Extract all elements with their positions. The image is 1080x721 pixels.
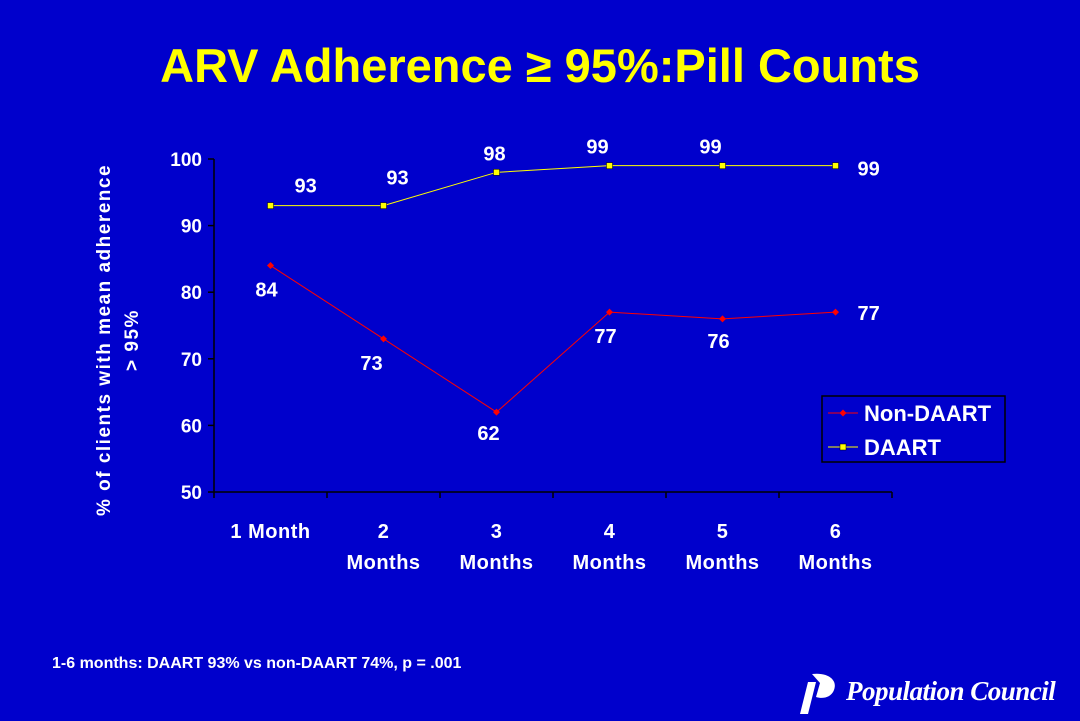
- legend-label: Non-DAART: [864, 401, 992, 426]
- logo-mark-icon: [800, 673, 835, 714]
- series-line-non-daart: [270, 265, 836, 413]
- legend-swatch-marker: [839, 443, 847, 451]
- x-tick-label: 2: [378, 521, 390, 543]
- data-label: 98: [483, 143, 505, 165]
- data-point: [606, 308, 613, 316]
- y-tick-label: 70: [181, 350, 202, 371]
- y-axis-title-line: % of clients with mean adherence: [94, 164, 115, 516]
- data-label: 93: [386, 168, 408, 190]
- population-council-logo: Population Council: [798, 670, 1056, 716]
- x-tick-label: 4: [604, 521, 616, 543]
- data-label: 99: [586, 137, 608, 159]
- footnote: 1-6 months: DAART 93% vs non-DAART 74%, …: [52, 655, 462, 672]
- line-chart: 50 60 70 80 90 100 1 Month 2 Months 3 Months 4 Month…: [94, 137, 1006, 574]
- x-tick-label: Months: [685, 552, 759, 574]
- data-point: [493, 169, 500, 176]
- legend: Non-DAART DAART: [821, 395, 1006, 463]
- axes: 50 60 70 80 90 100 1 Month 2 Months 3 Months 4 Month…: [170, 150, 893, 574]
- y-axis-label: % of clients with mean adherence > 95%: [94, 164, 143, 516]
- y-tick-label: 90: [181, 217, 202, 238]
- y-tick-label: 50: [181, 483, 202, 504]
- data-label: 99: [858, 159, 880, 181]
- data-label: 77: [858, 303, 880, 325]
- data-point: [832, 308, 839, 316]
- data-label: 73: [360, 353, 382, 375]
- data-point: [606, 162, 613, 169]
- y-tick-label: 60: [181, 416, 202, 437]
- data-point: [719, 162, 726, 169]
- y-tick-label: 100: [170, 150, 202, 171]
- legend-label: DAART: [864, 435, 942, 460]
- data-label: 76: [707, 331, 729, 353]
- y-axis-title: % of clients with mean adherence > 95%: [94, 164, 143, 516]
- series-lines: 84 73 62 77 76 77 93 93 98 99 99 99: [255, 137, 879, 445]
- data-point: [493, 408, 500, 416]
- x-tick-label: Months: [798, 552, 872, 574]
- data-point: [267, 202, 274, 209]
- x-tick-label: Months: [572, 552, 646, 574]
- logo-text: Population Council: [846, 676, 1056, 706]
- data-point: [267, 262, 274, 270]
- slide-title: ARV Adherence ≥ 95%:Pill Counts: [160, 39, 920, 92]
- data-point: [380, 335, 387, 343]
- x-tick-label: 3: [491, 521, 503, 543]
- legend-swatch-marker: [839, 409, 847, 417]
- data-point: [832, 162, 839, 169]
- x-tick-label: Months: [459, 552, 533, 574]
- legend-box: [821, 395, 1006, 463]
- series-line-daart: [270, 165, 836, 207]
- data-label: 77: [594, 326, 616, 348]
- data-label: 99: [699, 137, 721, 159]
- data-label: 93: [295, 176, 317, 198]
- data-label: 84: [255, 280, 278, 302]
- y-axis-title-line: > 95%: [122, 309, 143, 371]
- data-label: 62: [477, 423, 499, 445]
- data-point: [719, 315, 726, 323]
- data-point: [380, 202, 387, 209]
- x-tick-label: 6: [830, 521, 842, 543]
- y-tick-label: 80: [181, 283, 202, 304]
- x-tick-label: Months: [346, 552, 420, 574]
- x-tick-label: 5: [717, 521, 729, 543]
- x-tick-label: 1 Month: [230, 521, 310, 543]
